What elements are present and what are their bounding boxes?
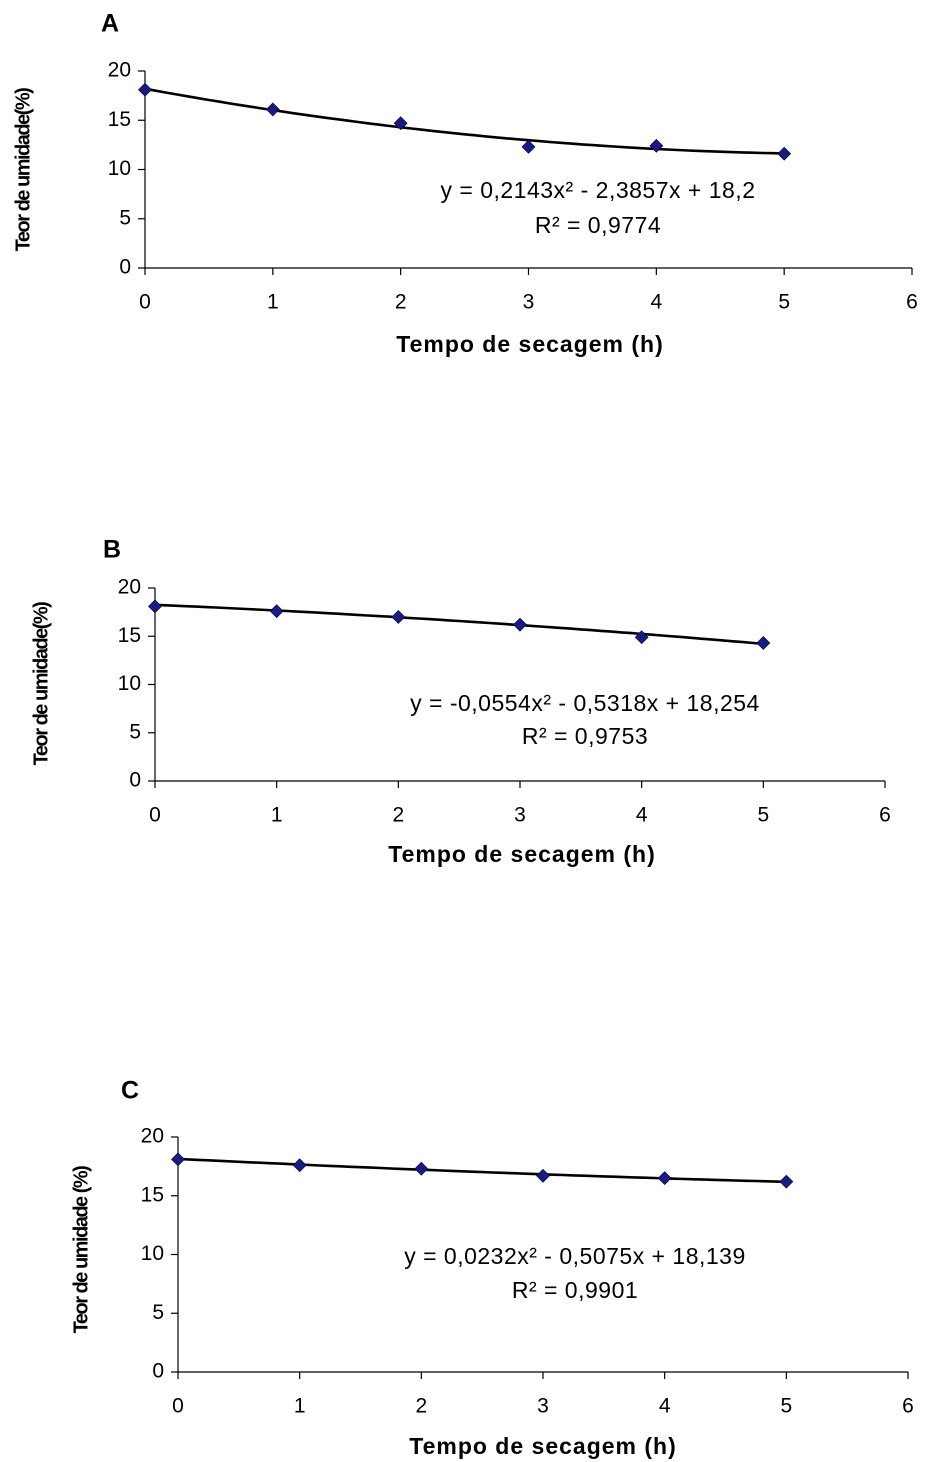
- trendline-equation: y = 0,2143x² - 2,3857x + 18,2: [441, 177, 756, 203]
- y-tick-label: 20: [108, 59, 131, 82]
- trendline-equation: y = 0,0232x² - 0,5075x + 18,139: [404, 1243, 746, 1269]
- x-tick-label: 0: [139, 291, 151, 314]
- x-axis-title: Tempo de secagem (h): [409, 1433, 677, 1459]
- r-squared: R² = 0,9901: [512, 1277, 638, 1303]
- panel-label: B: [103, 536, 121, 564]
- data-point: [391, 610, 406, 624]
- y-tick-label: 15: [118, 624, 141, 647]
- x-tick-label: 5: [778, 291, 790, 314]
- y-tick-label: 5: [129, 720, 141, 743]
- y-tick-label: 20: [141, 1125, 164, 1148]
- y-tick-label: 5: [119, 206, 131, 229]
- x-tick-label: 1: [294, 1395, 306, 1418]
- y-tick-label: 15: [141, 1183, 164, 1206]
- x-axis-title: Tempo de secagem (h): [388, 841, 656, 867]
- x-tick-label: 6: [906, 291, 918, 314]
- y-tick-label: 0: [119, 256, 131, 279]
- r-squared: R² = 0,9774: [535, 212, 661, 238]
- data-point: [521, 139, 536, 154]
- trendline-equation: y = -0,0554x² - 0,5318x + 18,254: [410, 690, 760, 716]
- x-tick-label: 3: [523, 291, 535, 314]
- x-tick-label: 6: [879, 804, 891, 827]
- x-tick-label: 4: [659, 1395, 671, 1418]
- y-tick-label: 5: [152, 1301, 164, 1324]
- x-tick-label: 1: [271, 804, 283, 827]
- data-point: [292, 1158, 307, 1173]
- x-tick-label: 2: [415, 1395, 427, 1418]
- trendline: [177, 1157, 787, 1184]
- y-tick-label: 15: [108, 108, 131, 131]
- y-tick-label: 20: [118, 576, 141, 599]
- data-point: [657, 1171, 672, 1186]
- y-tick-label: 10: [141, 1242, 164, 1265]
- r-squared: R² = 0,9753: [522, 723, 648, 749]
- x-tick-label: 5: [780, 1395, 792, 1418]
- data-point: [171, 1152, 185, 1167]
- y-tick-label: 0: [129, 769, 141, 792]
- panel-label: A: [101, 10, 119, 38]
- y-tick-label: 0: [152, 1360, 164, 1383]
- data-point: [148, 599, 162, 614]
- data-point: [536, 1168, 550, 1183]
- x-tick-label: 3: [537, 1395, 549, 1418]
- data-point: [265, 102, 280, 117]
- x-tick-label: 0: [149, 804, 161, 827]
- x-tick-label: 3: [514, 804, 526, 827]
- x-tick-label: 4: [636, 804, 648, 827]
- y-axis-title: Teor de umidade(%): [30, 602, 52, 765]
- y-axis-title: Teor de umidade(%): [12, 88, 34, 251]
- y-tick-label: 10: [108, 157, 131, 180]
- data-point: [414, 1161, 429, 1176]
- x-tick-label: 4: [650, 291, 662, 314]
- x-tick-label: 2: [392, 804, 404, 827]
- data-point: [777, 146, 792, 161]
- x-axis-title: Tempo de secagem (h): [396, 331, 664, 357]
- trendline: [154, 603, 764, 646]
- data-point: [779, 1174, 794, 1189]
- y-axis-title: Teor de umidade (%): [70, 1166, 92, 1334]
- data-point: [756, 636, 771, 650]
- data-point: [634, 630, 649, 645]
- x-tick-label: 6: [902, 1395, 914, 1418]
- data-point: [393, 116, 408, 131]
- data-point: [138, 82, 152, 97]
- x-tick-label: 2: [395, 291, 407, 314]
- data-point: [269, 604, 284, 619]
- trendline: [144, 87, 785, 155]
- data-point: [513, 617, 527, 632]
- x-tick-label: 5: [757, 804, 769, 827]
- x-tick-label: 1: [267, 291, 279, 314]
- y-tick-label: 10: [118, 672, 141, 695]
- data-point: [649, 138, 664, 153]
- x-tick-label: 0: [172, 1395, 184, 1418]
- panel-label: C: [121, 1077, 139, 1105]
